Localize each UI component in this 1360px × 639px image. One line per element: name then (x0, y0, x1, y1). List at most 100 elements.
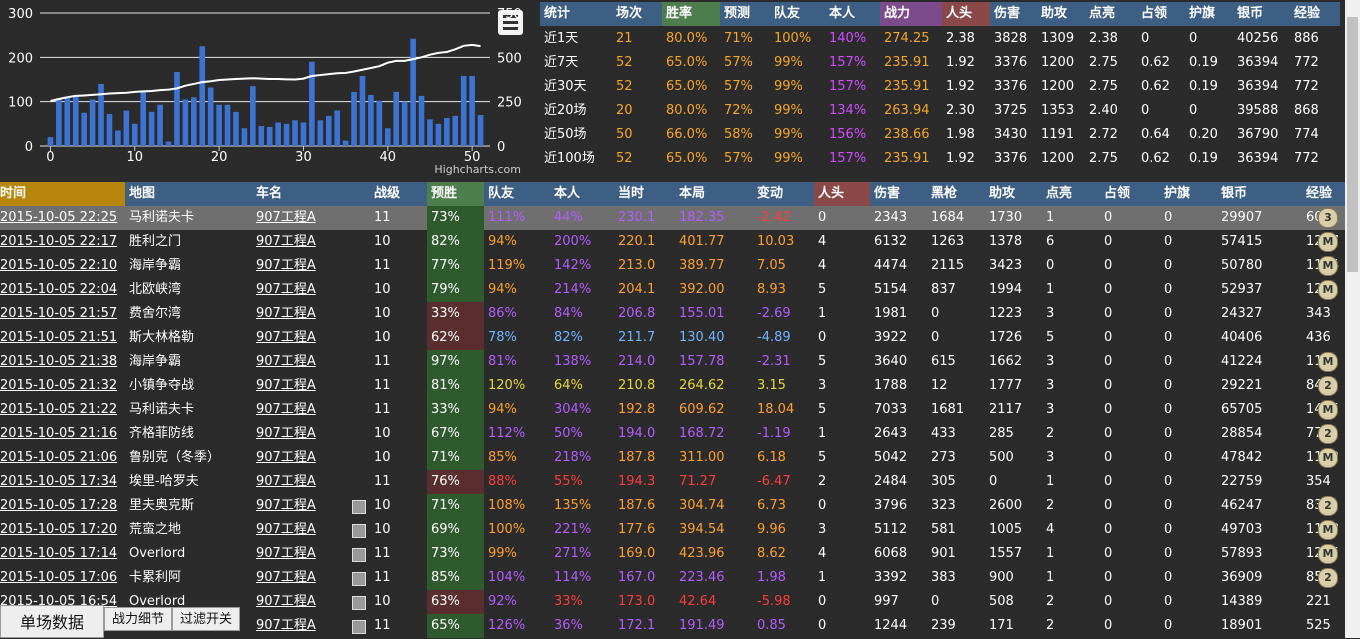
stats-cell: 2.38 (1089, 31, 1118, 46)
link[interactable]: 2015-10-05 17:14 (0, 546, 118, 561)
link[interactable]: 2015-10-05 22:04 (0, 282, 118, 297)
link[interactable]: 907工程A (256, 354, 316, 369)
stats-cell: 1200 (1041, 151, 1075, 166)
link[interactable]: 907工程A (256, 258, 316, 273)
table-cell: 204.1 (618, 282, 656, 297)
table-cell: 907工程A (252, 566, 370, 590)
table-cell: 907工程A (252, 470, 370, 494)
table-cell: 0 (989, 474, 998, 489)
link[interactable]: 2015-10-05 21:06 (0, 450, 118, 465)
bar (216, 104, 222, 146)
link[interactable]: 907工程A (256, 210, 316, 225)
stats-cell: 99% (774, 55, 803, 70)
table-cell: 3 (818, 378, 827, 393)
stats-cell: 3376 (994, 79, 1028, 94)
table-cell: 94% (488, 402, 517, 417)
credit[interactable]: Highcharts.com (434, 163, 521, 176)
link[interactable]: 907工程A (256, 282, 316, 297)
tab[interactable]: 战力细节 (104, 607, 172, 631)
table-cell: -1.19 (757, 426, 791, 441)
link[interactable]: 2015-10-05 22:17 (0, 234, 118, 249)
table-cell: 0 (1164, 546, 1173, 561)
link[interactable]: 907工程A (256, 402, 316, 417)
link[interactable]: 2015-10-05 21:32 (0, 378, 118, 393)
stats-cell: 近1天 (544, 31, 579, 46)
table-cell: 0 (1104, 570, 1113, 585)
stats-cell: 65.0% (666, 55, 708, 70)
stats-cell: 263.94 (884, 103, 930, 118)
table-cell: 里夫奥克斯 (129, 498, 195, 513)
table-cell: 0 (1164, 282, 1173, 297)
table-cell: 36% (554, 618, 583, 633)
table-header: 占领 (1100, 182, 1160, 206)
bar (317, 120, 324, 146)
link[interactable]: 907工程A (256, 450, 316, 465)
link[interactable]: 2015-10-05 21:38 (0, 354, 118, 369)
link[interactable]: 907工程A (256, 426, 316, 441)
link[interactable]: 907工程A (256, 474, 316, 489)
bar (325, 115, 332, 146)
link[interactable]: 2015-10-05 21:57 (0, 306, 118, 321)
table-cell: 0 (1164, 306, 1173, 321)
link[interactable]: 907工程A (256, 498, 316, 513)
stats-header: 护旗 (1185, 2, 1233, 26)
table-cell: 221% (554, 522, 592, 537)
table-cell: 77% (427, 254, 484, 278)
x-tick-label: 40 (380, 150, 397, 165)
table-cell: 177.6 (618, 522, 656, 537)
bar (410, 38, 416, 146)
badge: 2 (1318, 568, 1338, 588)
link[interactable]: 907工程A (256, 330, 316, 345)
scroll-thumb[interactable] (1347, 17, 1358, 272)
link[interactable]: 2015-10-05 17:20 (0, 522, 118, 537)
link[interactable]: 907工程A (256, 378, 316, 393)
table-cell: 304.74 (679, 498, 725, 513)
stats-header: 经验 (1290, 2, 1340, 26)
table-header: 战级 (370, 182, 427, 206)
table-cell: 3796 (874, 498, 908, 513)
table-cell: 北欧峡湾 (129, 282, 182, 297)
bar (309, 61, 315, 147)
stats-cell: 157% (829, 55, 867, 70)
link[interactable]: 2015-10-05 17:34 (0, 474, 118, 489)
table-cell: 0 (818, 330, 827, 345)
bar (123, 110, 130, 146)
table-cell: 10.03 (757, 234, 795, 249)
table-cell: 5 (1046, 330, 1055, 345)
table-cell: 6.18 (757, 450, 786, 465)
stats-cell: 1353 (1041, 103, 1075, 118)
link[interactable]: 907工程A (256, 546, 316, 561)
link[interactable]: 907工程A (256, 618, 316, 633)
table-cell: 900 (989, 570, 1014, 585)
table-cell: 211.7 (618, 330, 656, 345)
x-tick-label: 30 (295, 150, 312, 165)
table-cell: 0 (1104, 378, 1113, 393)
link[interactable]: 2015-10-05 17:28 (0, 498, 118, 513)
tab[interactable]: 单场数据 (0, 605, 104, 638)
stats-cell: 58% (724, 127, 753, 142)
table-cell: 0 (1104, 618, 1113, 633)
link[interactable]: 2015-10-05 22:25 (0, 210, 118, 225)
stats-cell: 235.91 (884, 79, 930, 94)
link[interactable]: 2015-10-05 21:16 (0, 426, 118, 441)
link[interactable]: 907工程A (256, 570, 316, 585)
table-cell: 0 (818, 210, 827, 225)
scrollbar[interactable] (1345, 0, 1360, 638)
bar (64, 98, 71, 146)
link[interactable]: 907工程A (256, 594, 316, 609)
link[interactable]: 2015-10-05 21:22 (0, 402, 118, 417)
table-cell: 33% (554, 594, 583, 609)
link[interactable]: 2015-10-05 21:51 (0, 330, 118, 345)
link[interactable]: 907工程A (256, 522, 316, 537)
link[interactable]: 907工程A (256, 306, 316, 321)
link[interactable]: 907工程A (256, 234, 316, 249)
x-tick-label: 50 (464, 150, 481, 165)
link[interactable]: 2015-10-05 22:10 (0, 258, 118, 273)
tab[interactable]: 过滤开关 (172, 607, 240, 631)
table-cell: 4 (818, 258, 827, 273)
link[interactable]: 2015-10-05 17:06 (0, 570, 118, 585)
stats-cell: 52 (616, 55, 633, 70)
bar (157, 104, 163, 146)
table-cell: 907工程A (252, 278, 370, 302)
table-cell: 4 (818, 234, 827, 249)
